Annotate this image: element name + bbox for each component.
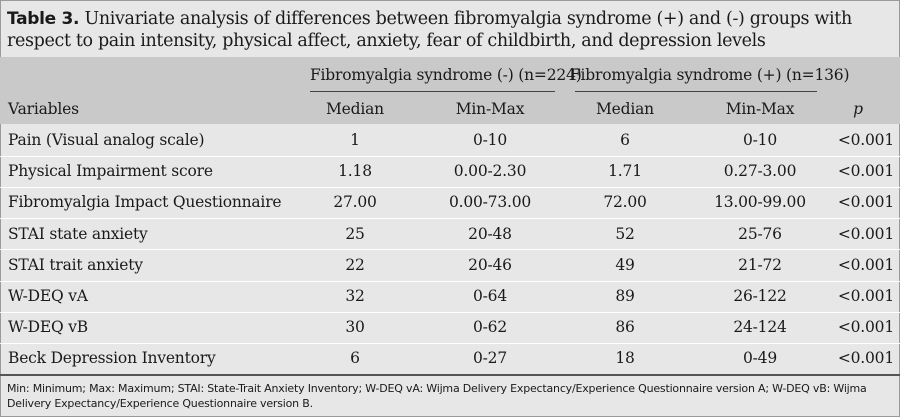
cell-median-negative: 1.18 <box>338 162 372 181</box>
cell-median-positive: 89 <box>615 287 635 305</box>
cell-median-negative: 27.00 <box>333 193 377 212</box>
cell-minmax-positive: 13.00-99.00 <box>714 193 806 212</box>
cell-median-positive: 49 <box>615 255 635 274</box>
cell-variable: Physical Impairment score <box>8 162 213 181</box>
cell-p-value: <0.001 <box>837 131 894 149</box>
cell-minmax-negative: 0-64 <box>472 287 508 305</box>
cell-variable: Beck Depression Inventory <box>8 349 216 368</box>
cell-minmax-positive: 0.27-3.00 <box>723 162 797 181</box>
cell-p-value: <0.001 <box>837 287 894 305</box>
cell-variable: STAI state anxiety <box>8 224 148 243</box>
cell-minmax-positive: 0-10 <box>742 131 778 149</box>
cell-median-positive: 86 <box>615 318 635 337</box>
cell-minmax-positive: 0-49 <box>742 349 778 368</box>
cell-median-positive: 6 <box>620 131 630 149</box>
cell-median-positive: 72.00 <box>603 193 647 212</box>
column-header-variables: Variables <box>8 100 79 118</box>
cell-variable: Fibromyalgia Impact Questionnaire <box>8 193 282 212</box>
cell-median-negative: 6 <box>350 349 360 368</box>
cell-variable: W-DEQ vA <box>8 287 88 305</box>
caption-label: Table 3. <box>7 9 80 29</box>
cell-variable: STAI trait anxiety <box>8 255 143 274</box>
group-rule-negative <box>310 91 555 92</box>
cell-median-negative: 30 <box>345 318 365 337</box>
column-header-median-negative: Median <box>326 100 384 118</box>
table-row: Physical Impairment score 1.18 0.00-2.30 1.… <box>0 156 900 187</box>
cell-median-negative: 1 <box>350 131 360 149</box>
cell-variable: W-DEQ vB <box>8 318 88 337</box>
cell-p-value: <0.001 <box>837 224 894 243</box>
cell-minmax-negative: 0-62 <box>472 318 508 337</box>
row-separator <box>0 155 900 157</box>
row-separator <box>0 280 900 282</box>
table-footnote: Min: Minimum; Max: Maximum; STAI: State-… <box>7 382 867 410</box>
row-separator <box>0 249 900 251</box>
column-header-minmax-positive: Min-Max <box>725 100 795 118</box>
cell-median-positive: 1.71 <box>608 162 642 181</box>
cell-minmax-positive: 24-124 <box>733 318 787 337</box>
table-row: STAI state anxiety 25 20-48 52 25-76 <0.001 <box>0 219 900 250</box>
cell-minmax-negative: 0-27 <box>472 349 508 368</box>
group-header-positive: Fibromyalgia syndrome (+) (n=136) <box>570 66 850 84</box>
cell-median-negative: 22 <box>345 255 365 274</box>
cell-minmax-negative: 20-48 <box>468 224 512 243</box>
row-separator <box>0 311 900 313</box>
cell-minmax-positive: 21-72 <box>738 255 782 274</box>
table-bottom-rule <box>0 374 900 376</box>
row-separator <box>0 186 900 188</box>
cell-median-negative: 32 <box>345 287 365 305</box>
table-row: W-DEQ vB 30 0-62 86 24-124 <0.001 <box>0 312 900 343</box>
cell-variable: Pain (Visual analog scale) <box>8 131 205 149</box>
table-header <box>0 57 900 124</box>
table-caption: Table 3. Univariate analysis of differen… <box>7 8 893 52</box>
cell-median-negative: 25 <box>345 224 365 243</box>
cell-p-value: <0.001 <box>837 318 894 337</box>
cell-minmax-negative: 0.00-73.00 <box>448 193 532 212</box>
column-header-median-positive: Median <box>596 100 654 118</box>
caption-text: Univariate analysis of differences betwe… <box>7 9 852 51</box>
table-row: STAI trait anxiety 22 20-46 49 21-72 <0.001 <box>0 250 900 281</box>
group-rule-positive <box>575 91 817 92</box>
cell-p-value: <0.001 <box>837 349 894 368</box>
cell-median-positive: 18 <box>615 349 635 368</box>
cell-minmax-negative: 20-46 <box>468 255 512 274</box>
column-header-minmax-negative: Min-Max <box>455 100 525 118</box>
row-separator <box>0 218 900 220</box>
group-header-negative: Fibromyalgia syndrome (-) (n=224) <box>310 66 582 84</box>
table-row: Fibromyalgia Impact Questionnaire 27.00 0.… <box>0 187 900 218</box>
cell-p-value: <0.001 <box>837 162 894 181</box>
cell-p-value: <0.001 <box>837 255 894 274</box>
cell-p-value: <0.001 <box>837 193 894 212</box>
table-row: W-DEQ vA 32 0-64 89 26-122 <0.001 <box>0 281 900 312</box>
row-separator <box>0 342 900 344</box>
cell-median-positive: 52 <box>615 224 635 243</box>
table-row: Beck Depression Inventory 6 0-27 18 0-49 <0.0… <box>0 343 900 374</box>
table-row: Pain (Visual analog scale) 1 0-10 6 0-10 <0.0… <box>0 125 900 156</box>
cell-minmax-positive: 26-122 <box>733 287 787 305</box>
cell-minmax-negative: 0-10 <box>472 131 508 149</box>
column-header-p: p <box>853 100 863 118</box>
cell-minmax-positive: 25-76 <box>738 224 782 243</box>
cell-minmax-negative: 0.00-2.30 <box>453 162 527 181</box>
